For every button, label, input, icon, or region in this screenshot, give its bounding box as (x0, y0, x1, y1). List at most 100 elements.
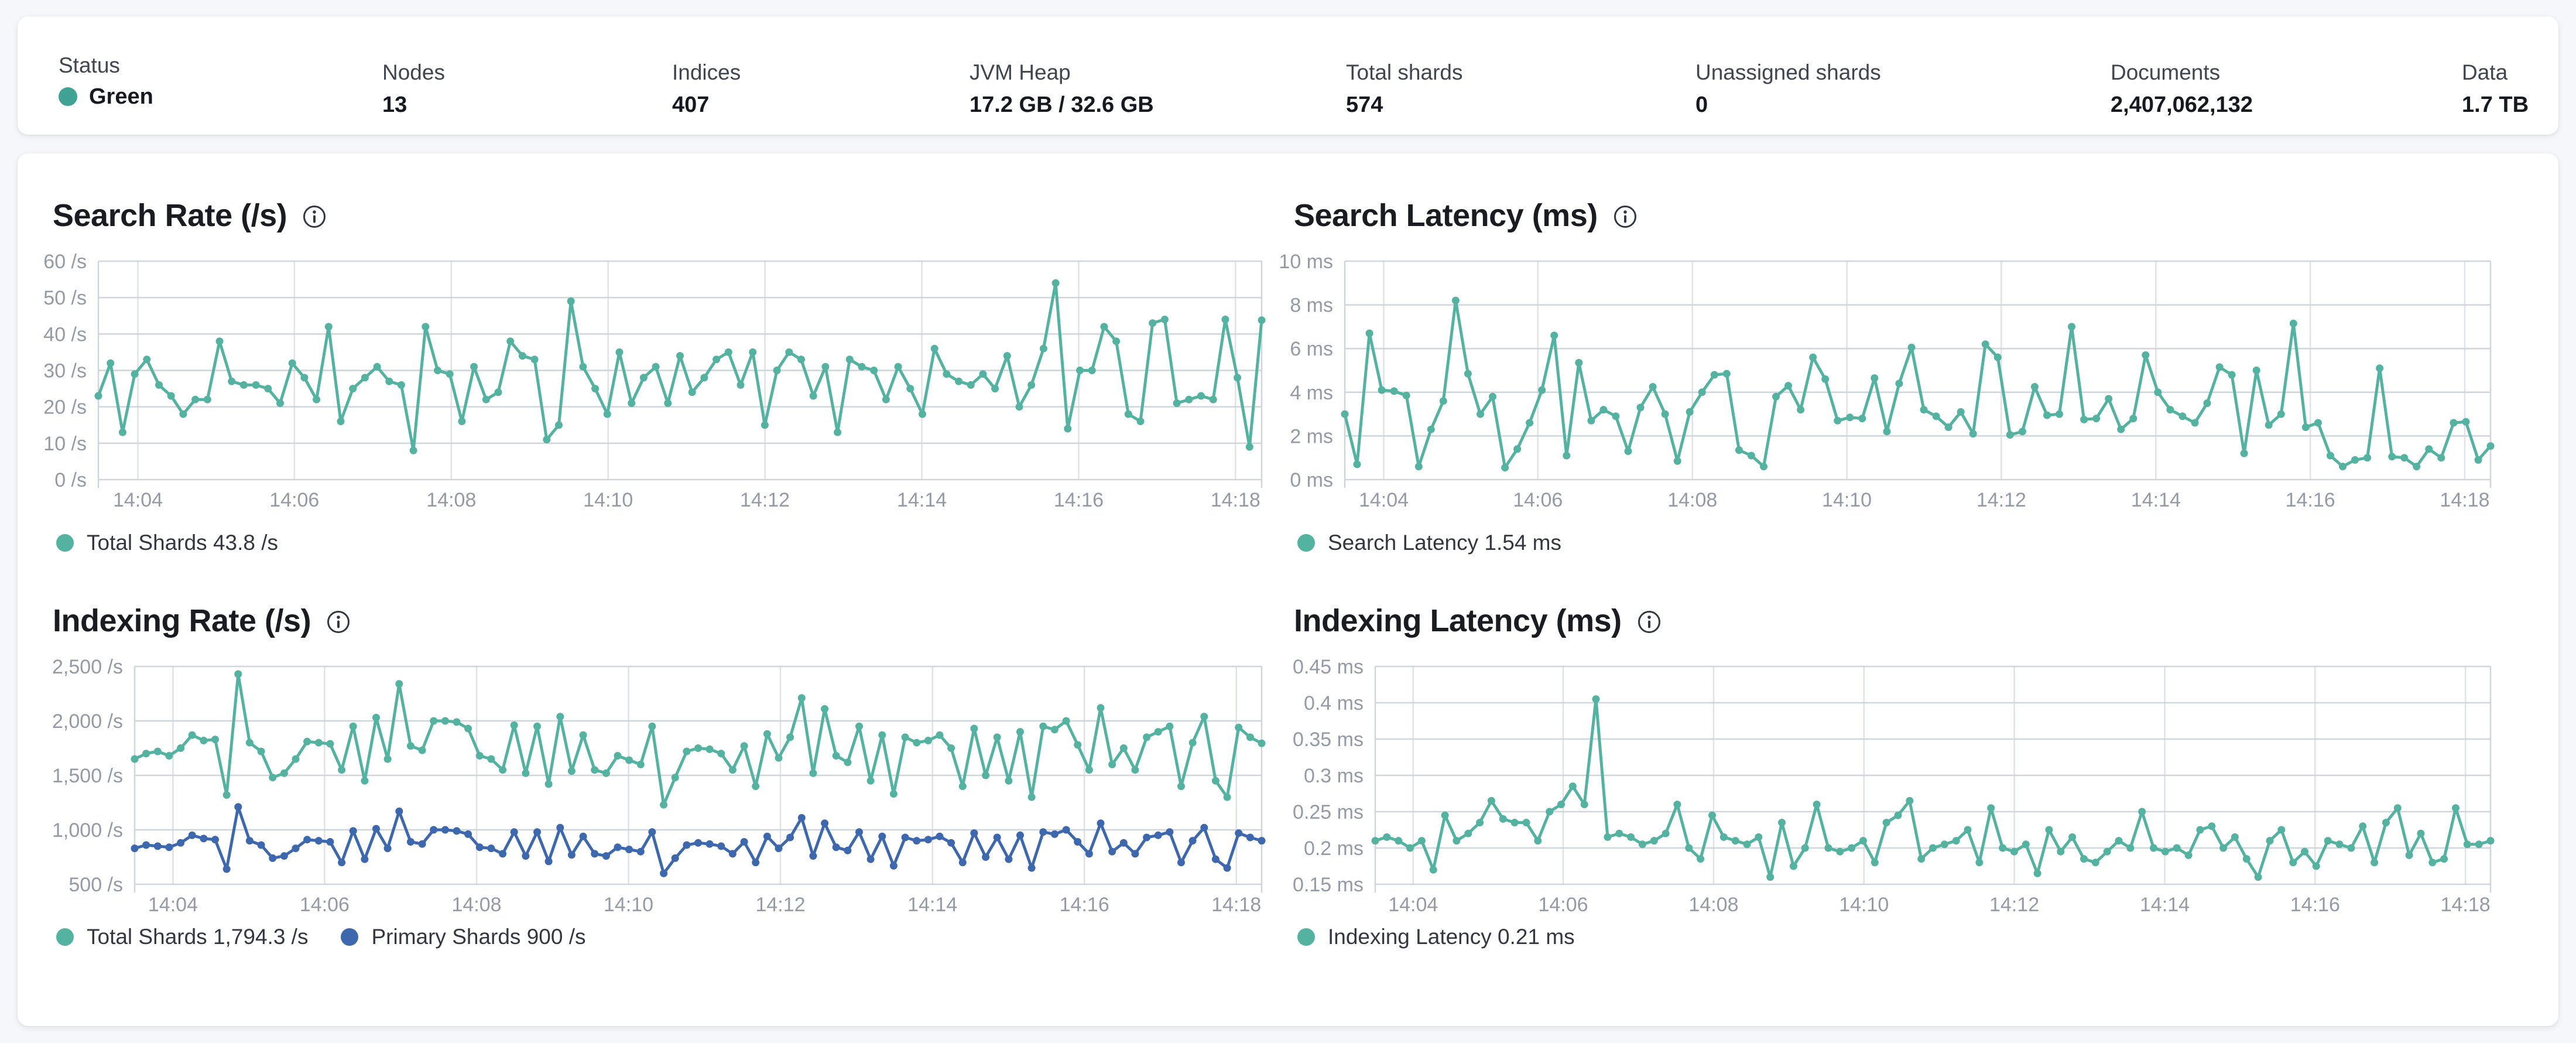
series-point (1119, 744, 1128, 752)
series-point (1587, 416, 1595, 425)
y-axis-tick-label: 50 /s (43, 287, 87, 309)
series-point (2417, 829, 2425, 837)
series-point (1173, 399, 1181, 407)
series-point (648, 722, 656, 730)
series-point (1464, 829, 1472, 837)
series-point (1100, 323, 1108, 331)
info-icon[interactable] (326, 610, 351, 634)
series-point (257, 747, 265, 755)
series-point (222, 791, 231, 799)
series-point (809, 392, 817, 400)
info-icon[interactable] (1613, 204, 1638, 229)
series-point (2474, 456, 2482, 464)
series-point (200, 737, 208, 744)
series-line (97, 281, 1263, 452)
series-point (694, 839, 702, 847)
series-point (337, 418, 345, 425)
series-point (712, 355, 721, 364)
series-point (518, 352, 526, 360)
x-axis-tick-label: 14:04 (113, 489, 163, 511)
series-point (705, 745, 714, 753)
indexing-rate-plot[interactable]: 500 /s 1,000 /s 1,500 /s 2,000 /s 2,500 /s 14… (35, 651, 1276, 916)
series-point (2335, 840, 2344, 849)
y-axis-tick-label: 0.45 ms (1293, 656, 1364, 678)
series-point (1074, 741, 1082, 749)
series-point (430, 826, 438, 834)
series-point (533, 722, 541, 730)
series-point (1697, 855, 1705, 863)
indexing-latency-plot[interactable]: 0.15 ms 0.2 ms 0.25 ms 0.3 ms 0.35 ms 0.4 ms 0… (1282, 651, 2517, 916)
series-point (361, 855, 369, 863)
y-axis-tick-label: 6 ms (1290, 338, 1333, 360)
info-icon[interactable] (302, 204, 327, 229)
series-point (2277, 410, 2285, 418)
series-point (688, 388, 696, 396)
series-point (453, 718, 461, 726)
info-icon[interactable] (1637, 610, 1662, 634)
series-point (1108, 847, 1116, 856)
series-point (2240, 449, 2248, 457)
series-point (264, 385, 272, 393)
series-point (131, 755, 139, 763)
series-point (499, 766, 507, 774)
series-point (395, 807, 403, 815)
series-point (499, 850, 507, 858)
series-point (648, 828, 656, 836)
stat-data-size: Data 1.7 TB (2462, 60, 2529, 118)
series-point (1188, 738, 1197, 747)
series-point (901, 733, 909, 741)
series-point (1821, 375, 1830, 383)
series-point (1005, 777, 1013, 785)
series-point (1766, 873, 1775, 881)
series-point (453, 827, 461, 835)
series-point (430, 717, 438, 725)
series-point (1975, 859, 1984, 867)
series-point (603, 410, 611, 418)
series-point (2371, 859, 2379, 867)
legend-item-total-shards[interactable]: Total Shards 43.8 /s (56, 530, 278, 556)
stat-value: 2,407,062,132 (2111, 93, 2253, 117)
y-axis-tick-label: 0.35 ms (1293, 729, 1364, 751)
search-rate-plot[interactable]: 0 /s 10 /s 20 /s 30 /s 40 /s 50 /s 60 /s 14:04 1… (35, 246, 1276, 511)
series-point (636, 847, 645, 856)
series-point (2166, 406, 2174, 414)
series-point (1371, 837, 1379, 845)
series-point (1119, 839, 1128, 847)
series-point (177, 744, 185, 752)
series-point (2475, 840, 2483, 849)
y-axis-tick-label: 2 ms (1290, 425, 1333, 447)
series-point (1441, 811, 1449, 819)
series-point (1245, 443, 1253, 451)
series-point (1813, 801, 1821, 809)
legend-item-primary-shards[interactable]: Primary Shards 900 /s (341, 924, 586, 950)
y-axis-tick-label: 0.3 ms (1304, 765, 1364, 787)
series-point (211, 736, 219, 744)
series-point (2068, 833, 2077, 841)
series-point (165, 843, 173, 852)
series-point (406, 838, 415, 846)
series-point (1088, 367, 1096, 374)
series-point (2080, 415, 2088, 423)
y-axis-tick-label: 1,000 /s (52, 819, 123, 842)
series-point (1154, 728, 1162, 736)
series-point (1489, 392, 1496, 401)
series-point (2289, 859, 2297, 867)
series-point (1882, 819, 1890, 827)
legend-item-total-shards[interactable]: Total Shards 1,794.3 /s (56, 924, 308, 950)
legend-item-indexing-latency[interactable]: Indexing Latency 0.21 ms (1297, 924, 1575, 950)
x-axis-tick-label: 14:14 (897, 489, 947, 511)
y-axis-tick-label: 2,500 /s (52, 656, 123, 678)
series-point (314, 837, 323, 845)
series-point (252, 381, 260, 389)
series-point (1546, 808, 1554, 816)
series-point (2463, 840, 2471, 849)
search-latency-plot[interactable]: 0 ms 2 ms 4 ms 6 ms 8 ms 10 ms 14:04 14:06 14:08… (1279, 246, 2517, 511)
series-point (1580, 801, 1588, 809)
x-axis-tick-label: 14:04 (1388, 894, 1438, 916)
series-point (1952, 837, 1960, 845)
y-axis-tick-label: 10 ms (1279, 251, 1333, 273)
series-point (1883, 428, 1891, 436)
series-point (1378, 386, 1386, 394)
legend-item-search-latency[interactable]: Search Latency 1.54 ms (1297, 530, 1561, 556)
series-point (683, 841, 691, 849)
